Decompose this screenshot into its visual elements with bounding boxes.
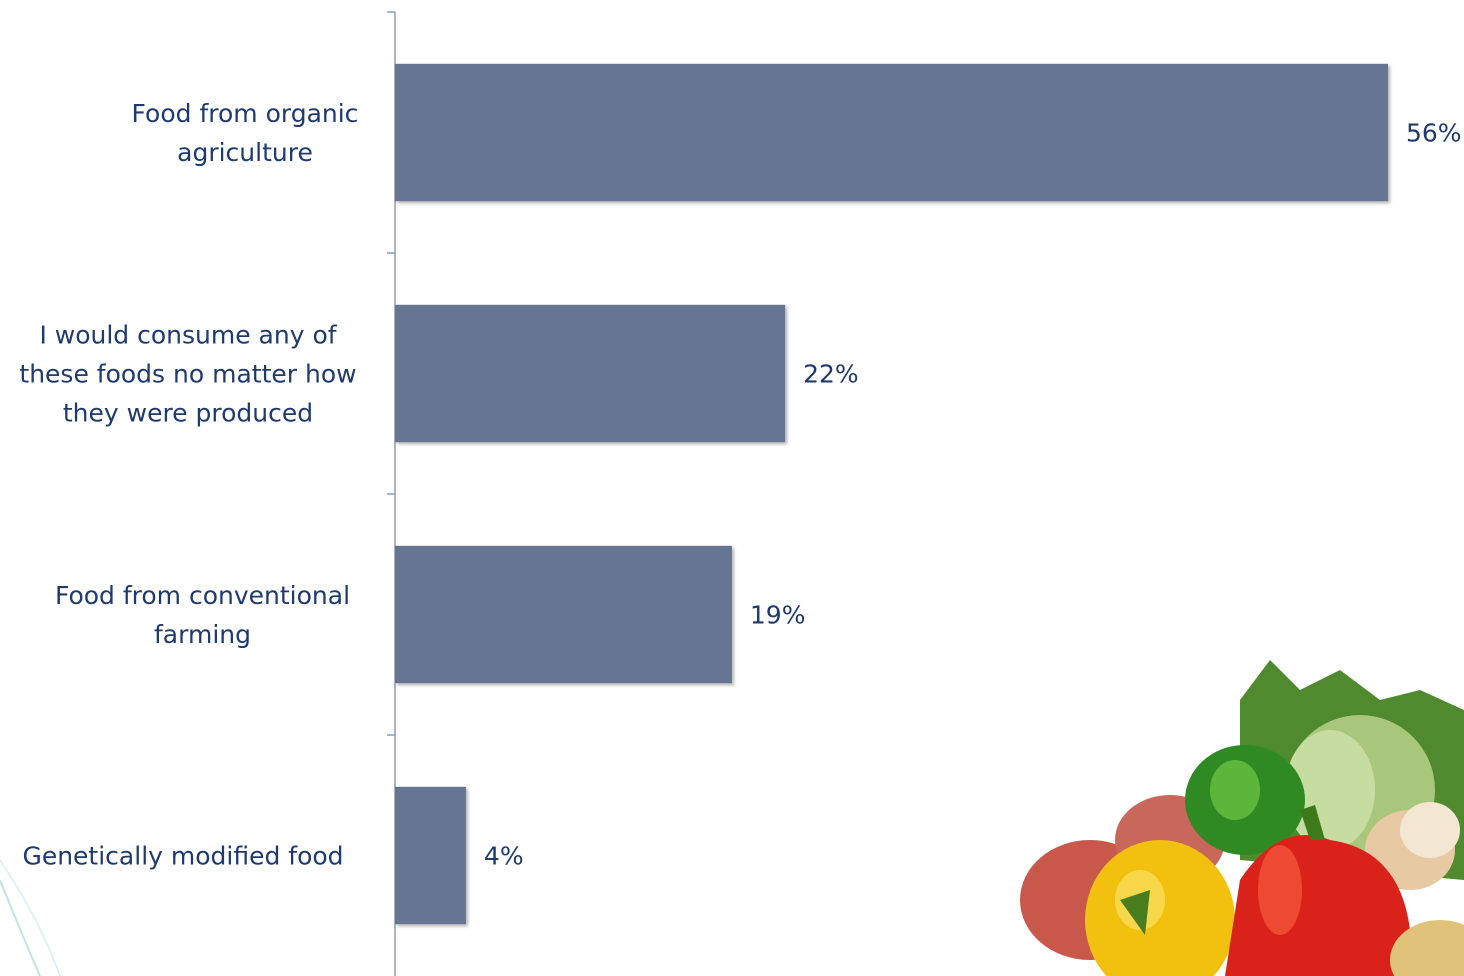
category-label: Genetically modified food (22, 841, 344, 870)
bar (395, 786, 466, 925)
value-label: 19% (750, 601, 806, 630)
category-label: Food from organic agriculture (131, 98, 359, 167)
value-label: 56% (1406, 119, 1462, 148)
category-label: I would consume any of these foods no ma… (19, 320, 357, 427)
bar (395, 545, 732, 684)
decor-curve (0, 859, 61, 976)
bar (395, 304, 786, 443)
decor-curve (0, 879, 41, 976)
value-label: 22% (803, 360, 859, 389)
value-label: 4% (484, 842, 524, 871)
category-label: Food from conventional farming (54, 580, 351, 649)
vegetables-illustration (1020, 660, 1464, 976)
bar (395, 63, 1388, 202)
